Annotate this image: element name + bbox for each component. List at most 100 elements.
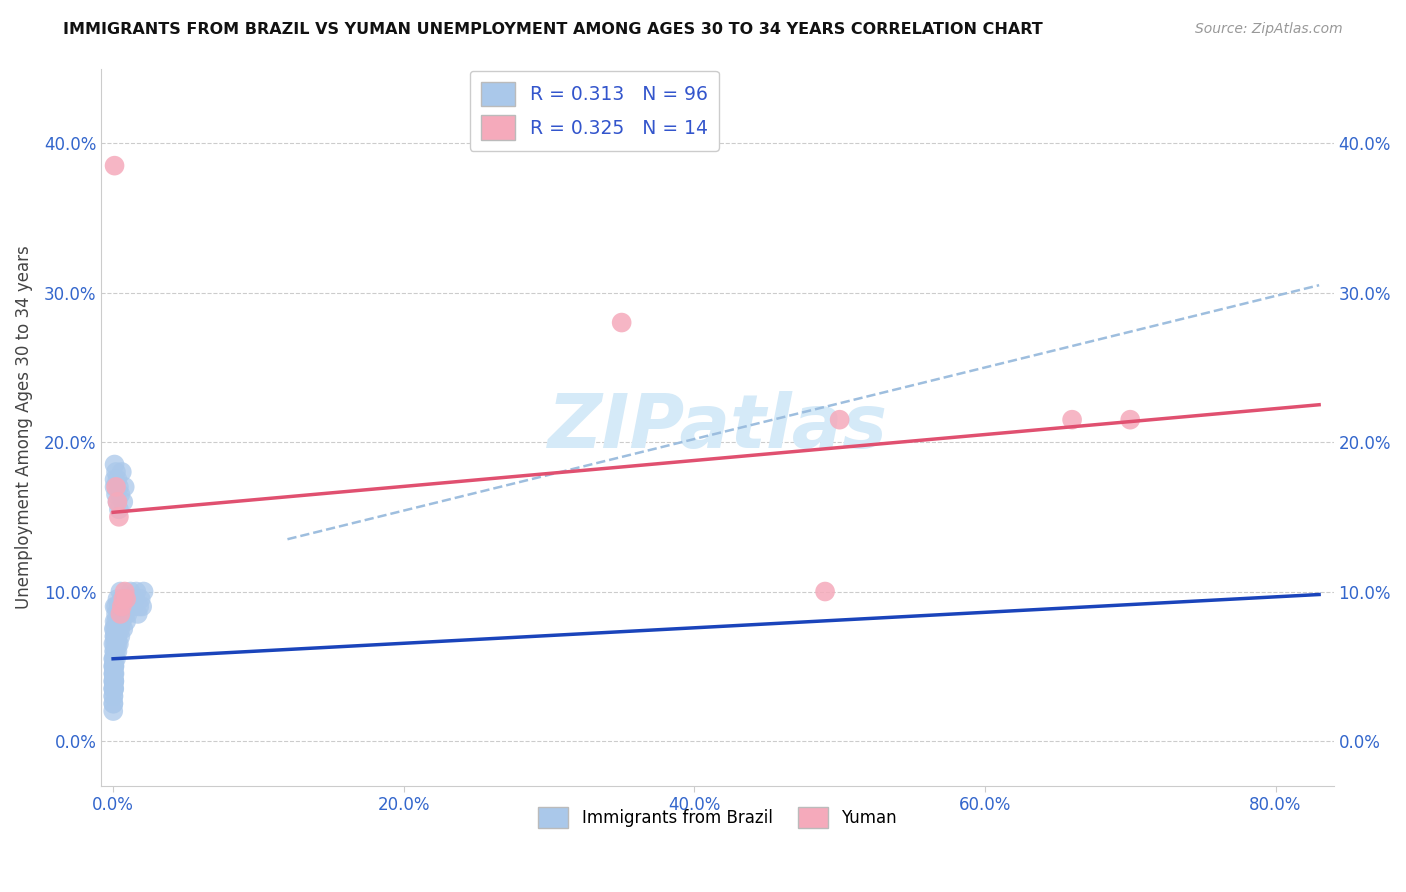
Point	[128, 599, 150, 614]
Point	[103, 674, 125, 689]
Point	[103, 674, 125, 689]
Point	[107, 473, 129, 487]
Point	[103, 674, 125, 689]
Point	[105, 652, 128, 666]
Point	[110, 487, 132, 501]
Point	[105, 487, 128, 501]
Text: Source: ZipAtlas.com: Source: ZipAtlas.com	[1195, 22, 1343, 37]
Point	[103, 622, 125, 636]
Point	[111, 465, 134, 479]
Point	[105, 465, 128, 479]
Point	[108, 509, 131, 524]
Point	[103, 637, 125, 651]
Point	[103, 666, 125, 681]
Point	[103, 674, 125, 689]
Point	[108, 599, 131, 614]
Point	[814, 584, 837, 599]
Point	[103, 659, 125, 673]
Point	[103, 681, 125, 696]
Point	[103, 689, 125, 703]
Point	[110, 622, 132, 636]
Point	[1062, 412, 1084, 426]
Point	[103, 666, 125, 681]
Point	[117, 607, 139, 621]
Point	[105, 480, 128, 494]
Point	[103, 674, 125, 689]
Point	[107, 495, 129, 509]
Point	[103, 681, 125, 696]
Point	[107, 495, 129, 509]
Point	[127, 607, 149, 621]
Point	[103, 652, 125, 666]
Point	[112, 495, 135, 509]
Point	[103, 629, 125, 643]
Point	[103, 681, 125, 696]
Point	[108, 502, 131, 516]
Point	[103, 666, 125, 681]
Point	[103, 644, 125, 658]
Text: IMMIGRANTS FROM BRAZIL VS YUMAN UNEMPLOYMENT AMONG AGES 30 TO 34 YEARS CORRELATI: IMMIGRANTS FROM BRAZIL VS YUMAN UNEMPLOY…	[63, 22, 1043, 37]
Point	[103, 659, 125, 673]
Point	[103, 615, 125, 629]
Point	[610, 316, 633, 330]
Point	[110, 584, 132, 599]
Point	[112, 599, 135, 614]
Point	[114, 592, 136, 607]
Point	[105, 615, 128, 629]
Point	[103, 666, 125, 681]
Point	[105, 629, 128, 643]
Point	[124, 592, 146, 607]
Point	[103, 637, 125, 651]
Point	[107, 629, 129, 643]
Point	[103, 697, 125, 711]
Point	[105, 622, 128, 636]
Point	[103, 652, 125, 666]
Point	[103, 689, 125, 703]
Point	[103, 652, 125, 666]
Point	[103, 659, 125, 673]
Point	[103, 480, 125, 494]
Point	[103, 159, 125, 173]
Point	[112, 622, 135, 636]
Point	[115, 599, 138, 614]
Point	[111, 592, 134, 607]
Point	[107, 622, 129, 636]
Point	[118, 599, 141, 614]
Point	[105, 599, 128, 614]
Point	[111, 607, 134, 621]
Point	[105, 644, 128, 658]
Point	[103, 681, 125, 696]
Point	[103, 599, 125, 614]
Point	[114, 607, 136, 621]
Point	[114, 480, 136, 494]
Point	[107, 592, 129, 607]
Point	[121, 592, 143, 607]
Point	[111, 615, 134, 629]
Point	[103, 659, 125, 673]
Point	[103, 674, 125, 689]
Point	[108, 607, 131, 621]
Point	[103, 697, 125, 711]
Point	[129, 592, 152, 607]
Point	[108, 637, 131, 651]
Point	[112, 592, 135, 607]
Point	[111, 599, 134, 614]
Point	[103, 458, 125, 472]
Point	[828, 412, 851, 426]
Point	[114, 584, 136, 599]
Point	[103, 681, 125, 696]
Point	[103, 644, 125, 658]
Point	[115, 615, 138, 629]
Point	[103, 659, 125, 673]
Point	[103, 473, 125, 487]
Point	[103, 629, 125, 643]
Point	[103, 666, 125, 681]
Point	[117, 592, 139, 607]
Point	[107, 644, 129, 658]
Point	[103, 704, 125, 718]
Text: ZIPatlas: ZIPatlas	[547, 391, 887, 464]
Point	[132, 584, 155, 599]
Point	[110, 629, 132, 643]
Point	[131, 599, 153, 614]
Point	[103, 622, 125, 636]
